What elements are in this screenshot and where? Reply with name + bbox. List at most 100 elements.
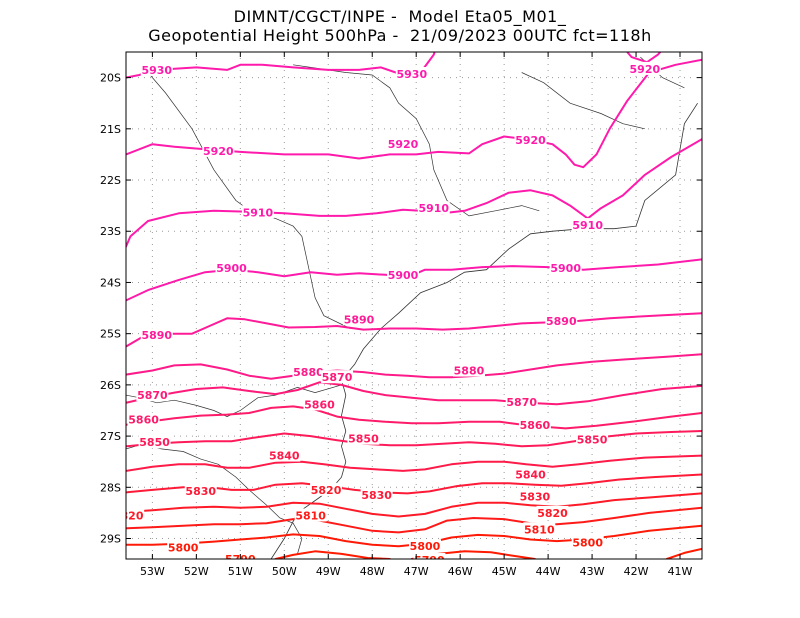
contour-label-bg xyxy=(241,205,274,219)
contour-label: 5840 xyxy=(515,469,546,482)
x-tick-label: 46W xyxy=(448,565,473,578)
contour-label-bg xyxy=(167,540,200,554)
state-border xyxy=(126,384,342,417)
contour-label-bg xyxy=(523,522,556,536)
contour-label-bg xyxy=(126,508,145,522)
y-tick-label: 26S xyxy=(100,379,121,392)
contour-label-bg xyxy=(545,313,578,327)
contour-label-bg xyxy=(127,412,160,426)
contour-label: 5930 xyxy=(396,68,427,81)
contour-label: 5800 xyxy=(572,537,603,550)
contour-label-bg xyxy=(417,201,450,215)
contour-5920 xyxy=(126,58,702,169)
contour-label-bg xyxy=(518,489,551,503)
contour-label-bg xyxy=(347,431,380,445)
contour-label-bg xyxy=(514,133,547,147)
contour-label-bg xyxy=(576,432,609,446)
contour-label-bg xyxy=(360,487,393,501)
contour-label-bg xyxy=(294,508,327,522)
contour-label-bg xyxy=(571,535,604,549)
x-tick-label: 41W xyxy=(668,565,693,578)
contour-label: 5850 xyxy=(577,434,608,447)
contour-label: 5850 xyxy=(348,433,379,446)
x-tick-label: 49W xyxy=(316,565,341,578)
contour-label: 5820 xyxy=(311,484,342,497)
contour-5880 xyxy=(126,353,702,380)
contour-label-bg xyxy=(138,435,171,449)
contour-label-bg xyxy=(303,397,336,411)
contour-label-bg xyxy=(395,67,428,81)
x-tick-label: 44W xyxy=(536,565,561,578)
contour-5820 xyxy=(126,492,702,518)
contour-label: 5800 xyxy=(168,542,199,555)
contour-5870 xyxy=(126,381,702,406)
contour-label-bg xyxy=(413,553,446,559)
contour-label: 5890 xyxy=(344,313,375,326)
y-tick-label: 29S xyxy=(100,533,121,546)
contour-label: 5870 xyxy=(506,396,537,409)
contour-layer xyxy=(126,52,702,559)
contour-label: 5790 xyxy=(414,554,445,567)
contour-label-bg xyxy=(136,388,169,402)
contour-label: 5830 xyxy=(361,489,392,502)
contour-5930 xyxy=(625,52,662,64)
contour-label-bg xyxy=(387,267,420,281)
contour-label: 5820 xyxy=(113,509,144,522)
contour-label: 5860 xyxy=(520,419,551,432)
gridlines xyxy=(126,52,702,559)
contour-label: 5850 xyxy=(139,436,170,449)
contour-label: 5900 xyxy=(388,269,419,282)
contour-5860 xyxy=(126,405,702,430)
x-tick-label: 53W xyxy=(140,565,165,578)
contour-label-bg xyxy=(310,482,343,496)
state-border xyxy=(521,72,645,130)
y-tick-label: 24S xyxy=(100,276,121,289)
contour-5850 xyxy=(126,430,702,448)
contour-label: 5870 xyxy=(322,371,353,384)
contour-label: 5880 xyxy=(454,365,485,378)
contour-label: 5900 xyxy=(216,262,247,275)
x-tick-label: 51W xyxy=(228,565,253,578)
contour-label-bg xyxy=(215,261,248,275)
contour-label-bg xyxy=(549,261,582,275)
contour-label-bg xyxy=(292,365,325,379)
contour-label: 5920 xyxy=(203,145,234,158)
contour-label-bg xyxy=(505,394,538,408)
chart-title-line-1: DIMNT/CGCT/INPE - Model Eta05_M01_ xyxy=(233,7,567,26)
contour-label: 5920 xyxy=(515,134,546,147)
contour-label: 5900 xyxy=(550,262,581,275)
chart-title-line-2: Geopotential Height 500hPa - 21/09/2023 … xyxy=(148,26,652,45)
y-tick-label: 22S xyxy=(100,174,121,187)
contour-labels: 5930 5930 5920 5920 5920 5920 5910 5910 5910 5900… xyxy=(113,61,661,567)
x-tick-label: 42W xyxy=(624,565,649,578)
geography-layer xyxy=(126,56,698,559)
contour-label-bg xyxy=(202,143,235,157)
x-tick-label: 48W xyxy=(360,565,385,578)
contour-label: 5910 xyxy=(243,206,274,219)
contour-label: 5880 xyxy=(293,366,324,379)
contour-label-bg xyxy=(321,370,354,384)
contour-5790 xyxy=(274,550,391,559)
contour-label: 5800 xyxy=(410,540,441,553)
contour-label-bg xyxy=(571,218,604,232)
x-tick-label: 50W xyxy=(272,565,297,578)
y-tick-label: 25S xyxy=(100,328,121,341)
contour-label-bg xyxy=(140,62,173,76)
contour-5840 xyxy=(126,454,702,472)
y-tick-label: 27S xyxy=(100,430,121,443)
contour-label: 5920 xyxy=(630,63,661,76)
contour-5830 xyxy=(126,473,702,495)
contour-5790 xyxy=(665,547,702,559)
contour-label: 5830 xyxy=(185,485,216,498)
state-border xyxy=(143,67,351,329)
contour-label-bg xyxy=(343,312,376,326)
axis-ticks: 53W 52W 51W 50W 49W 48W 47W 46W 45W 44W 43W 42W 41W 2… xyxy=(100,52,702,578)
plot-frame xyxy=(125,51,703,560)
contour-label: 5920 xyxy=(388,138,419,151)
x-tick-label: 45W xyxy=(492,565,517,578)
x-tick-label: 43W xyxy=(580,565,605,578)
contour-label: 5870 xyxy=(137,389,168,402)
contour-label-bg xyxy=(514,467,547,481)
y-tick-label: 28S xyxy=(100,481,121,494)
